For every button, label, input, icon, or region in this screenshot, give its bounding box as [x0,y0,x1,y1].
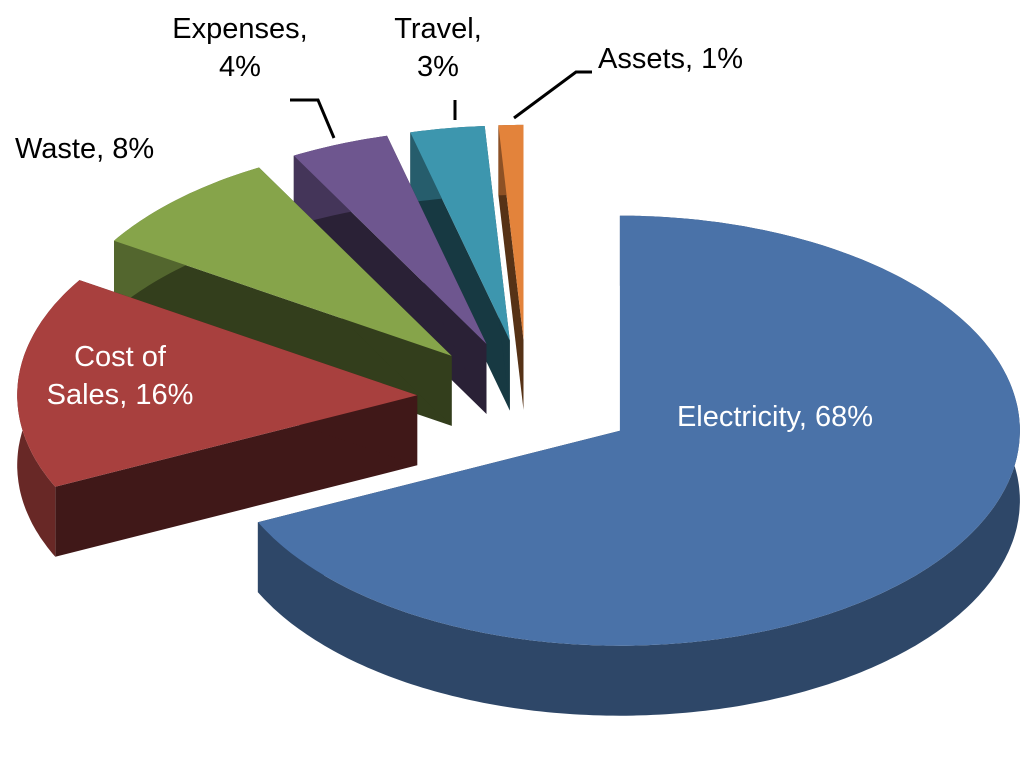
label-separator: , [798,401,807,433]
slice [257,215,1020,716]
label-category: Travel [394,13,474,45]
slice [498,124,524,410]
slice-top [257,215,1020,646]
slice-top [17,280,418,487]
label-value: 3% [417,51,459,83]
label-separator: , [119,379,128,411]
label-value: 4% [219,51,261,83]
data-label: Travel, 3% [378,10,498,86]
slice-top [498,124,524,340]
data-label: Cost of Sales, 16% [35,338,205,414]
label-value: 1% [701,43,744,75]
data-label: Electricity, 68% [660,398,890,436]
data-label: Assets, 1% [598,40,743,78]
label-separator: , [96,133,105,165]
label-separator: , [685,43,694,75]
data-label: Expenses, 4% [165,10,315,86]
slice-side [498,125,524,410]
label-separator: , [473,13,482,45]
data-label: Waste, 8% [15,130,154,168]
slice-top [114,167,452,356]
label-category: Waste [15,133,97,165]
slice-top [293,135,487,344]
label-category: Cost of Sales [46,341,166,411]
slice-side [55,395,418,557]
slice-top [410,126,510,341]
leader-line [513,70,592,120]
label-separator: , [299,13,308,45]
leader-line [290,98,336,139]
slice [17,280,418,557]
label-category: Assets [598,43,686,75]
label-category: Expenses [172,13,300,45]
label-value: 68% [815,401,874,433]
label-value: 16% [135,379,194,411]
label-value: 8% [112,133,155,165]
label-category: Electricity [676,401,799,433]
